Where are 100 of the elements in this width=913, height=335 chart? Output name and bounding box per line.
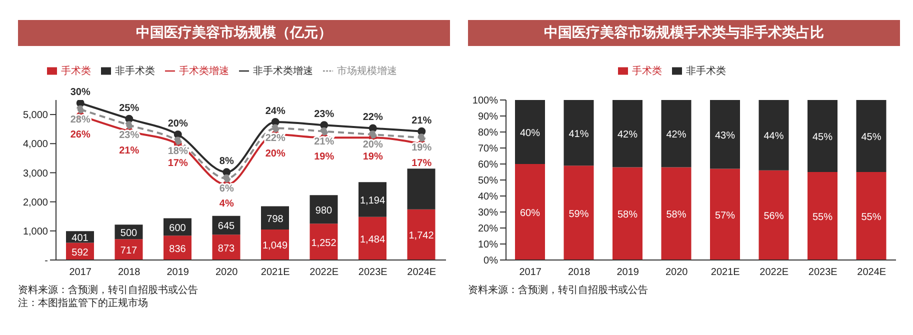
data-label: 18% [168, 146, 188, 157]
data-label: 645 [218, 221, 236, 232]
y-tick-label: 50% [478, 176, 498, 187]
data-label: 45% [812, 132, 833, 143]
point [174, 136, 182, 145]
data-label: 55% [812, 212, 833, 223]
bar [856, 100, 886, 172]
data-label: 23% [119, 130, 140, 142]
y-tick-label: - [44, 256, 48, 267]
y-tick-label: 60% [478, 160, 498, 171]
data-label: 20% [362, 140, 383, 151]
point [368, 130, 377, 139]
x-tick-label: 2019 [166, 267, 190, 278]
bar [515, 164, 545, 260]
x-tick-label: 2018 [568, 267, 591, 278]
data-label: 20% [265, 148, 286, 160]
bar [358, 216, 386, 260]
data-label: 6% [219, 183, 234, 194]
bar [856, 172, 886, 260]
bar [515, 100, 545, 164]
point [125, 121, 134, 130]
data-label: 17% [168, 158, 188, 169]
point [222, 168, 231, 176]
data-label: 55% [861, 212, 882, 223]
point [271, 118, 280, 126]
x-tick-label: 2021E [710, 267, 740, 278]
y-tick-label: 2,000 [22, 197, 48, 208]
data-label: 19% [362, 152, 383, 163]
point [418, 127, 426, 136]
bar [808, 100, 838, 172]
data-label: 45% [861, 132, 882, 143]
y-tick-label: 100% [472, 96, 498, 107]
data-label: 20% [168, 118, 188, 130]
y-tick-label: 90% [478, 112, 498, 123]
x-tick-label: 2019 [616, 267, 640, 278]
point [320, 121, 328, 130]
point [222, 174, 231, 182]
data-label: 17% [412, 158, 432, 169]
x-tick-label: 2022E [310, 267, 339, 278]
point [418, 134, 426, 142]
y-tick-label: 20% [478, 224, 498, 235]
y-tick-label: 80% [478, 128, 498, 139]
x-tick-label: 2020 [666, 267, 688, 278]
data-label: 25% [119, 102, 140, 114]
bar [564, 166, 594, 260]
bar [661, 100, 692, 168]
x-tick-label: 2017 [69, 267, 92, 278]
x-tick-label: 2024E [857, 267, 886, 278]
y-tick-label: 0% [484, 256, 498, 267]
y-tick-label: 3,000 [22, 168, 48, 180]
bar [612, 167, 642, 260]
data-label: 60% [520, 208, 540, 219]
data-label: 1,484 [360, 234, 386, 246]
data-label: 401 [72, 232, 89, 244]
bar [661, 167, 692, 260]
point [271, 124, 280, 132]
point [76, 105, 84, 114]
data-label: 500 [120, 228, 138, 239]
chart-title: 中国医疗美容市场规模（亿元） [18, 20, 450, 46]
data-label: 59% [568, 208, 589, 220]
bar [310, 195, 338, 224]
y-tick-label: 4,000 [22, 139, 48, 150]
data-label: 43% [714, 130, 736, 142]
point [320, 127, 328, 136]
x-tick-label: 2021E [260, 267, 290, 278]
bar [407, 209, 436, 260]
text: 注：本图指监管下的正规市场 [18, 297, 149, 310]
y-tick-label: 1,000 [22, 226, 48, 238]
y-tick-label: 5,000 [22, 110, 48, 122]
point [174, 130, 182, 139]
data-label: 8% [219, 156, 234, 168]
y-tick-label: 40% [478, 192, 498, 203]
x-tick-label: 2018 [118, 267, 141, 278]
bar [212, 234, 240, 260]
data-label: 21% [412, 115, 432, 126]
data-label: 836 [169, 244, 186, 255]
point [368, 124, 377, 132]
legend-label: 市场规模增速 [337, 66, 397, 77]
data-label: 22% [362, 112, 383, 124]
data-label: 798 [266, 214, 284, 225]
data-label: 1,252 [311, 238, 337, 249]
bar [564, 100, 594, 166]
bar [710, 168, 740, 260]
data-label: 980 [315, 205, 333, 216]
data-label: 58% [617, 210, 638, 221]
data-label: 40% [520, 128, 540, 139]
data-label: 42% [666, 130, 686, 141]
bar [612, 100, 642, 168]
data-label: 592 [72, 247, 89, 258]
legend-label: 非手术类 [115, 66, 155, 77]
data-label: 873 [218, 243, 236, 254]
data-label: 1,194 [360, 195, 386, 206]
bar [407, 168, 436, 210]
data-label: 21% [314, 136, 334, 148]
point [76, 100, 84, 108]
bar [358, 182, 386, 217]
data-label: 41% [568, 128, 589, 140]
data-label: 1,742 [408, 230, 434, 242]
data-label: 1,049 [262, 240, 288, 252]
y-tick-label: 70% [478, 144, 498, 155]
